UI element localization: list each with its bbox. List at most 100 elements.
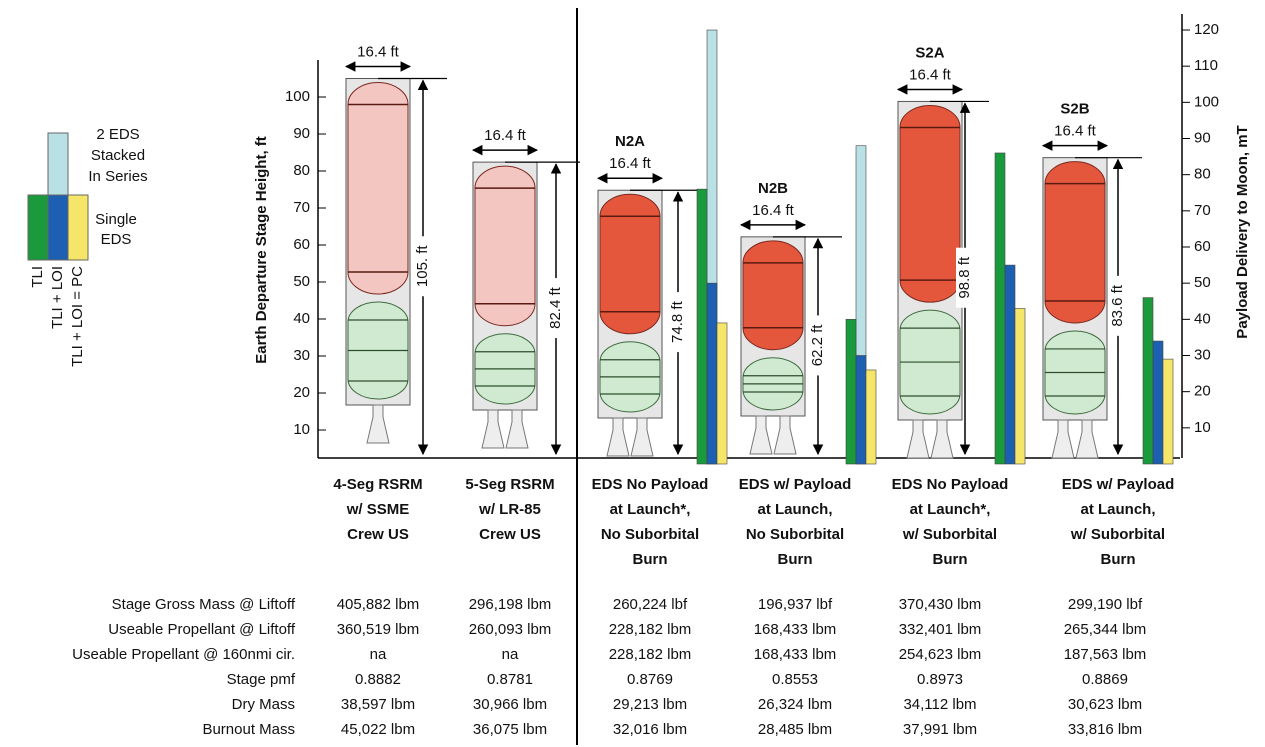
- rocket: [472, 161, 538, 449]
- engine: [366, 404, 390, 444]
- diameter-label: 16.4 ft: [484, 127, 527, 144]
- height-label-bg: [1109, 275, 1127, 336]
- table-cell: na: [370, 646, 387, 663]
- row-label: Useable Propellant @ 160nmi cir.: [72, 646, 295, 663]
- height-label: 83.6 ft: [1109, 284, 1126, 327]
- category-label: at Launch,: [1080, 501, 1155, 518]
- y2-tick-label: 120: [1194, 21, 1219, 38]
- table-cell: 260,224 lbf: [613, 596, 688, 613]
- category-label: Crew US: [479, 526, 541, 543]
- stage-name: S2A: [915, 44, 944, 61]
- engine: [749, 415, 773, 455]
- table-cell: 37,991 lbm: [903, 721, 977, 738]
- height-label-bg: [414, 236, 432, 297]
- height-label-bg: [669, 292, 687, 353]
- engine: [1075, 419, 1099, 459]
- table-cell: 168,433 lbm: [754, 621, 837, 638]
- y-tick-label: 90: [293, 125, 310, 142]
- table-cell: 0.8973: [917, 671, 963, 688]
- category-label: No Suborbital: [746, 526, 844, 543]
- engine: [481, 409, 505, 449]
- rocket: [345, 78, 411, 444]
- y-tick-label: 50: [293, 273, 310, 290]
- y2-tick-label: 40: [1194, 310, 1211, 327]
- height-label: 74.8 ft: [669, 300, 686, 343]
- category-label: w/ SSME: [346, 501, 410, 518]
- table-cell: 168,433 lbm: [754, 646, 837, 663]
- y-tick-label: 10: [293, 421, 310, 438]
- y2-tick-label: 70: [1194, 202, 1211, 219]
- engine: [1051, 419, 1075, 459]
- y2-tick-label: 80: [1194, 166, 1211, 183]
- rocket: [597, 189, 663, 457]
- stage-name: S2B: [1060, 101, 1089, 118]
- table-cell: 299,190 lbf: [1068, 596, 1143, 613]
- table-cell: 33,816 lbm: [1068, 721, 1142, 738]
- y2-tick-label: 110: [1194, 57, 1218, 74]
- payload-bar: [855, 355, 867, 465]
- table-cell: 0.8882: [355, 671, 401, 688]
- row-label: Stage Gross Mass @ Liftoff: [112, 596, 296, 613]
- legend-label: TLI + LOI: [49, 266, 66, 329]
- diameter-label: 16.4 ft: [609, 155, 652, 172]
- category-label: Burn: [778, 551, 813, 568]
- category-label: at Launch*,: [610, 501, 691, 518]
- y2-tick-label: 60: [1194, 238, 1211, 255]
- category-label: Burn: [633, 551, 668, 568]
- payload-bar: [845, 319, 857, 465]
- table-cell: 254,623 lbm: [899, 646, 982, 663]
- table-cell: 34,112 lbm: [903, 696, 976, 713]
- payload-bar: [1014, 308, 1026, 465]
- lox-tank: [742, 240, 804, 351]
- table-cell: 45,022 lbm: [341, 721, 415, 738]
- height-label: 98.8 ft: [956, 256, 973, 299]
- right-axis-label: Payload Delivery to Moon, mT: [1234, 125, 1251, 338]
- category-label: EDS No Payload: [592, 476, 709, 493]
- legend-text: 2 EDS: [96, 126, 139, 143]
- legend-swatch-tli-loi: [47, 194, 69, 261]
- legend-swatch-tli: [27, 194, 49, 261]
- category-label: EDS w/ Payload: [1062, 476, 1175, 493]
- lox-tank: [347, 82, 409, 295]
- payload-bar: [1142, 297, 1154, 465]
- y2-tick-label: 30: [1194, 346, 1211, 363]
- engine: [606, 417, 630, 457]
- row-label: Useable Propellant @ Liftoff: [108, 621, 296, 638]
- diameter-label: 16.4 ft: [752, 202, 795, 219]
- table-cell: 28,485 lbm: [758, 721, 832, 738]
- payload-bar: [865, 369, 877, 465]
- table-cell: 332,401 lbm: [899, 621, 982, 638]
- legend-text: Single: [95, 211, 137, 228]
- lox-tank: [474, 165, 536, 327]
- diameter-label: 16.4 ft: [909, 66, 952, 83]
- payload-bar: [1004, 264, 1016, 465]
- legend-swatch-stacked: [47, 132, 69, 196]
- height-label: 105. ft: [414, 245, 431, 288]
- category-label: No Suborbital: [601, 526, 699, 543]
- category-label: w/ Suborbital: [902, 526, 997, 543]
- category-label: 5-Seg RSRM: [465, 476, 554, 493]
- height-label: 82.4 ft: [547, 286, 564, 329]
- payload-bar: [1162, 358, 1174, 465]
- category-label: Burn: [1101, 551, 1136, 568]
- legend-text: EDS: [101, 231, 132, 248]
- y2-tick-label: 100: [1194, 93, 1219, 110]
- table-cell: 36,075 lbm: [473, 721, 547, 738]
- diameter-label: 16.4 ft: [357, 43, 400, 60]
- table-cell: 196,937 lbf: [758, 596, 833, 613]
- diameter-label: 16.4 ft: [1054, 123, 1097, 140]
- table-cell: 260,093 lbm: [469, 621, 552, 638]
- height-label-bg: [547, 278, 565, 339]
- table-cell: 0.8769: [627, 671, 673, 688]
- legend-label: TLI + LOI = PC: [69, 266, 86, 367]
- engine: [505, 409, 529, 449]
- rocket: [740, 236, 806, 455]
- height-label-bg: [956, 247, 974, 308]
- stage-name: N2B: [758, 180, 788, 197]
- row-label: Burnout Mass: [202, 721, 295, 738]
- y-tick-label: 70: [293, 199, 310, 216]
- category-label: Burn: [933, 551, 968, 568]
- table-cell: 360,519 lbm: [337, 621, 420, 638]
- y2-tick-label: 10: [1194, 419, 1211, 436]
